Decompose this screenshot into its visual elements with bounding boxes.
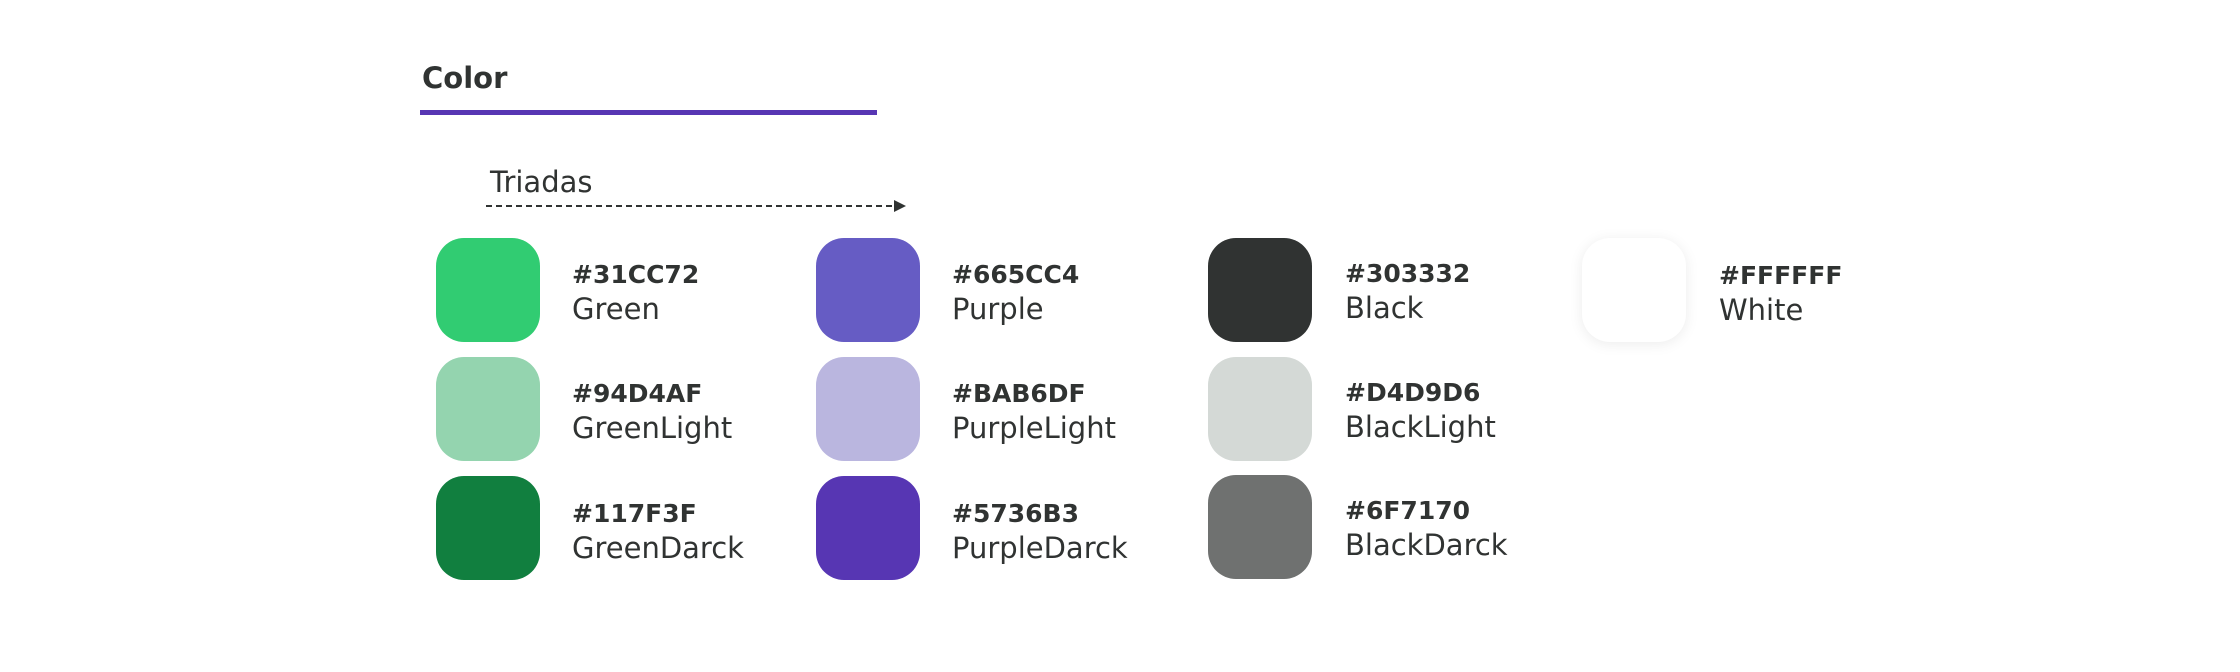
group-label: Triadas bbox=[490, 165, 593, 199]
dashed-arrow-icon bbox=[486, 200, 906, 212]
hex-code: #94D4AF bbox=[572, 379, 703, 408]
title-underline bbox=[420, 110, 877, 115]
swatch-label-purple: #665CC4 Purple bbox=[952, 258, 1079, 328]
hex-code: #665CC4 bbox=[952, 260, 1080, 289]
hex-code: #5736B3 bbox=[952, 499, 1079, 528]
color-name: Black bbox=[1345, 291, 1424, 325]
swatch-label-white: #FFFFFF White bbox=[1719, 259, 1842, 329]
swatch-white bbox=[1582, 238, 1686, 342]
swatch-label-green-darck: #117F3F GreenDarck bbox=[572, 497, 744, 567]
color-name: BlackDarck bbox=[1345, 528, 1508, 562]
swatch-green bbox=[436, 238, 540, 342]
swatch-label-black-darck: #6F7170 BlackDarck bbox=[1345, 494, 1508, 564]
color-name: Green bbox=[572, 292, 660, 326]
swatch-label-green-light: #94D4AF GreenLight bbox=[572, 377, 732, 447]
color-name: GreenDarck bbox=[572, 531, 744, 565]
color-name: BlackLight bbox=[1345, 410, 1496, 444]
swatch-black-light bbox=[1208, 357, 1312, 461]
section-title: Color bbox=[422, 61, 508, 95]
swatch-black bbox=[1208, 238, 1312, 342]
hex-code: #303332 bbox=[1345, 259, 1471, 288]
color-name: Purple bbox=[952, 292, 1044, 326]
swatch-label-green: #31CC72 Green bbox=[572, 258, 699, 328]
swatch-purple bbox=[816, 238, 920, 342]
hex-code: #117F3F bbox=[572, 499, 697, 528]
hex-code: #D4D9D6 bbox=[1345, 378, 1481, 407]
swatch-purple-darck bbox=[816, 476, 920, 580]
swatch-label-black: #303332 Black bbox=[1345, 257, 1470, 327]
hex-code: #FFFFFF bbox=[1719, 261, 1843, 290]
swatch-purple-light bbox=[816, 357, 920, 461]
swatch-label-black-light: #D4D9D6 BlackLight bbox=[1345, 376, 1496, 446]
color-name: White bbox=[1719, 293, 1804, 327]
hex-code: #31CC72 bbox=[572, 260, 700, 289]
swatch-label-purple-darck: #5736B3 PurpleDarck bbox=[952, 497, 1128, 567]
swatch-green-darck bbox=[436, 476, 540, 580]
color-name: PurpleLight bbox=[952, 411, 1116, 445]
swatch-label-purple-light: #BAB6DF PurpleLight bbox=[952, 377, 1116, 447]
color-name: GreenLight bbox=[572, 411, 733, 445]
hex-code: #BAB6DF bbox=[952, 379, 1086, 408]
color-name: PurpleDarck bbox=[952, 531, 1128, 565]
swatch-black-darck bbox=[1208, 475, 1312, 579]
hex-code: #6F7170 bbox=[1345, 496, 1470, 525]
swatch-green-light bbox=[436, 357, 540, 461]
